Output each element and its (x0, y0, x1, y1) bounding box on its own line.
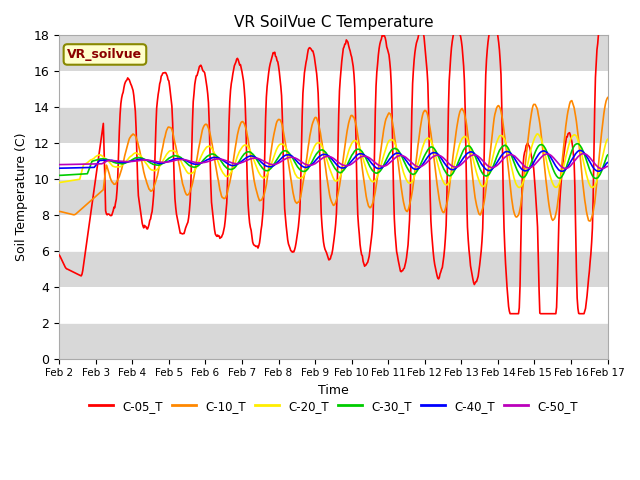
C-20_T (555, 181, 563, 187)
Text: VR_soilvue: VR_soilvue (67, 48, 143, 61)
C-30_T (554, 174, 561, 180)
C-20_T (199, 149, 207, 155)
Line: C-40_T: C-40_T (59, 150, 607, 171)
C-50_T (579, 151, 587, 156)
C-20_T (604, 136, 611, 142)
Line: C-30_T: C-30_T (59, 144, 607, 179)
Line: C-50_T: C-50_T (59, 154, 607, 168)
C-40_T (604, 160, 611, 166)
C-10_T (199, 125, 207, 131)
C-10_T (325, 188, 333, 194)
C-10_T (378, 138, 386, 144)
C-50_T (604, 164, 611, 169)
Legend: C-05_T, C-10_T, C-20_T, C-30_T, C-40_T, C-50_T: C-05_T, C-10_T, C-20_T, C-30_T, C-40_T, … (84, 395, 582, 417)
C-20_T (515, 185, 523, 191)
C-30_T (55, 172, 63, 178)
C-10_T (604, 95, 611, 100)
C-30_T (175, 154, 183, 160)
C-30_T (433, 149, 440, 155)
C-10_T (586, 218, 594, 224)
C-40_T (325, 153, 333, 159)
C-40_T (559, 168, 566, 174)
C-05_T (599, 14, 607, 20)
Bar (59, 215, 607, 251)
C-50_T (325, 154, 333, 159)
Bar (59, 287, 607, 323)
C-30_T (378, 165, 386, 171)
C-30_T (593, 176, 600, 181)
C-05_T (378, 33, 386, 38)
C-20_T (55, 180, 63, 185)
C-40_T (577, 147, 584, 153)
C-30_T (604, 152, 611, 158)
C-05_T (325, 257, 333, 263)
Line: C-20_T: C-20_T (59, 134, 607, 188)
C-40_T (199, 159, 207, 165)
C-05_T (175, 227, 183, 233)
C-05_T (433, 269, 440, 275)
Line: C-10_T: C-10_T (59, 97, 607, 221)
C-50_T (378, 163, 386, 169)
C-30_T (199, 157, 207, 163)
C-10_T (433, 174, 440, 180)
C-20_T (378, 158, 386, 164)
Bar (59, 71, 607, 107)
C-30_T (573, 141, 581, 146)
C-10_T (175, 164, 183, 169)
C-20_T (433, 155, 440, 161)
C-05_T (55, 252, 63, 258)
C-40_T (554, 166, 561, 171)
C-50_T (554, 159, 561, 165)
C-40_T (55, 165, 63, 171)
C-05_T (604, 30, 611, 36)
C-40_T (433, 150, 440, 156)
C-20_T (175, 155, 183, 161)
Title: VR SoilVue C Temperature: VR SoilVue C Temperature (234, 15, 433, 30)
C-10_T (554, 203, 561, 209)
X-axis label: Time: Time (318, 384, 349, 397)
C-40_T (175, 156, 183, 161)
Line: C-05_T: C-05_T (59, 17, 607, 314)
Bar (59, 143, 607, 179)
C-50_T (55, 162, 63, 168)
C-10_T (55, 208, 63, 214)
C-20_T (325, 163, 333, 169)
C-50_T (433, 153, 440, 158)
C-50_T (175, 157, 183, 163)
C-30_T (325, 155, 333, 161)
C-40_T (378, 165, 386, 170)
C-50_T (199, 160, 207, 166)
C-05_T (506, 311, 514, 317)
C-50_T (598, 166, 606, 171)
C-05_T (199, 68, 207, 74)
C-05_T (554, 248, 562, 254)
Y-axis label: Soil Temperature (C): Soil Temperature (C) (15, 132, 28, 261)
C-20_T (534, 131, 541, 137)
